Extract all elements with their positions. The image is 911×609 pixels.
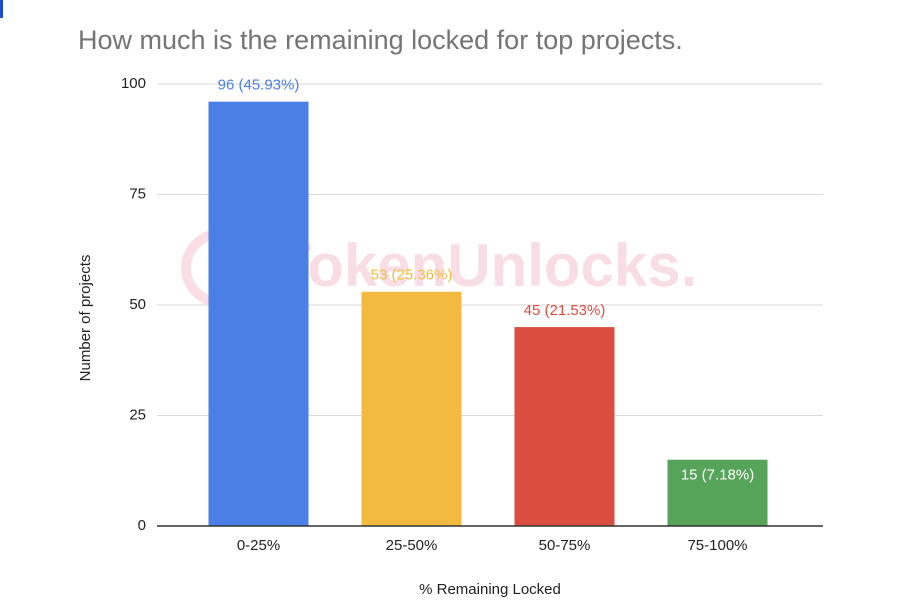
- chart-title: How much is the remaining locked for top…: [78, 25, 683, 55]
- y-axis-label: Number of projects: [77, 255, 94, 382]
- data-label: 53 (25.36%): [371, 267, 453, 284]
- x-tick-label: 75-100%: [687, 537, 747, 554]
- bar: [667, 459, 768, 526]
- bar: [361, 291, 462, 526]
- data-label: 15 (7.18%): [681, 467, 754, 484]
- y-tick-label: 50: [129, 296, 146, 313]
- y-tick-label: 0: [138, 517, 146, 534]
- x-tick-label: 25-50%: [386, 537, 438, 554]
- x-tick-label: 0-25%: [237, 537, 280, 554]
- x-tick-label: 50-75%: [539, 537, 591, 554]
- y-tick-label: 100: [121, 75, 146, 92]
- x-axis-label: % Remaining Locked: [419, 581, 561, 598]
- bar: [208, 101, 309, 527]
- data-label: 96 (45.93%): [218, 77, 300, 94]
- y-tick-label: 75: [129, 185, 146, 202]
- watermark: TokenUnlocks.: [275, 232, 697, 299]
- bar: [514, 327, 615, 526]
- y-tick-label: 25: [129, 406, 146, 423]
- data-label: 45 (21.53%): [524, 302, 606, 319]
- edge-marker: [0, 0, 3, 18]
